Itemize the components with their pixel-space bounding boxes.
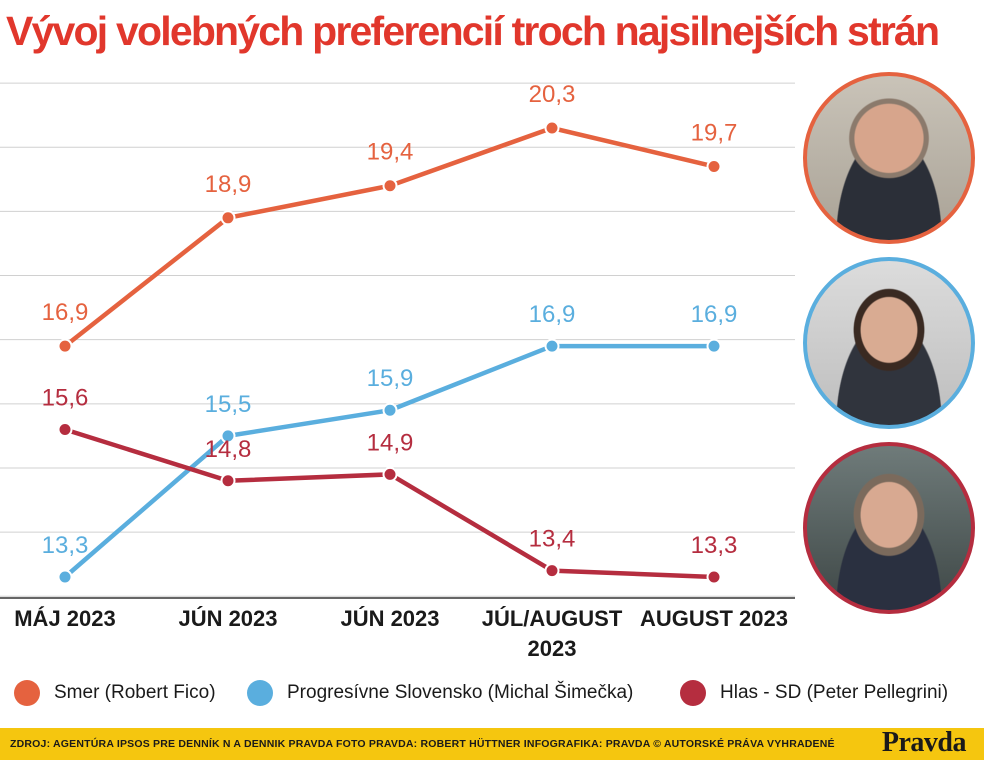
data-label-hlas: 13,4 [529, 526, 576, 553]
data-label-smer: 19,4 [367, 139, 414, 166]
data-point-smer [220, 210, 236, 226]
portrait-simecka [803, 257, 975, 429]
legend-swatch-ps [247, 680, 273, 706]
data-label-ps: 16,9 [529, 301, 576, 328]
data-point-hlas [220, 473, 236, 489]
data-point-ps [382, 402, 398, 418]
data-point-smer [706, 158, 722, 174]
data-label-hlas: 14,9 [367, 429, 414, 456]
footer-credits: ZDROJ: AGENTÚRA IPSOS PRE DENNÍK N A DEN… [10, 738, 835, 750]
line-chart: MÁJ 2023 JÚN 2023 JÚN 2023 JÚL/AUGUST 2023 AU… [0, 81, 795, 661]
legend: Smer (Robert Fico) Progresívne Slovensko… [0, 672, 984, 716]
x-tick-label: JÚN 2023 [178, 606, 277, 631]
x-tick-label: JÚL/AUGUST 2023 [482, 606, 623, 661]
data-label-ps: 15,5 [205, 391, 252, 418]
data-point-smer [544, 120, 560, 136]
data-label-smer: 16,9 [42, 299, 89, 326]
legend-item-smer: Smer (Robert Fico) [14, 680, 216, 706]
data-label-smer: 20,3 [529, 81, 576, 108]
data-label-ps: 13,3 [42, 532, 89, 559]
footer-bar: ZDROJ: AGENTÚRA IPSOS PRE DENNÍK N A DEN… [0, 727, 984, 760]
data-label-hlas: 15,6 [42, 384, 89, 411]
data-point-ps [220, 428, 236, 444]
data-point-hlas [544, 563, 560, 579]
data-point-ps [706, 338, 722, 354]
legend-label-hlas: Hlas - SD (Peter Pellegrini) [720, 682, 949, 703]
legend-swatch-smer [14, 680, 40, 706]
portrait-pellegrini [803, 442, 975, 614]
data-point-smer [57, 338, 73, 354]
x-tick-label: AUGUST 2023 [640, 606, 788, 631]
chart-title: Vývoj volebných preferencií troch najsil… [6, 8, 940, 54]
legend-label-ps: Progresívne Slovensko (Michal Šimečka) [287, 682, 634, 703]
portrait-fico [803, 72, 975, 244]
data-point-ps [544, 338, 560, 354]
data-point-smer [382, 178, 398, 194]
x-tick-label: JÚN 2023 [340, 606, 439, 631]
data-label-smer: 19,7 [691, 119, 738, 146]
legend-item-ps: Progresívne Slovensko (Michal Šimečka) [247, 680, 633, 706]
data-label-ps: 16,9 [691, 301, 738, 328]
data-point-hlas [706, 569, 722, 585]
data-label-smer: 18,9 [205, 171, 252, 198]
data-point-hlas [57, 421, 73, 437]
data-point-hlas [382, 466, 398, 482]
pravda-logo: Pravda [881, 727, 967, 758]
data-label-hlas: 14,8 [205, 436, 252, 463]
legend-label-smer: Smer (Robert Fico) [54, 682, 216, 703]
data-label-ps: 15,9 [367, 365, 414, 392]
data-label-hlas: 13,3 [691, 532, 738, 559]
data-point-ps [57, 569, 73, 585]
legend-item-hlas: Hlas - SD (Peter Pellegrini) [680, 680, 948, 706]
x-tick-label: MÁJ 2023 [14, 606, 116, 631]
legend-swatch-hlas [680, 680, 706, 706]
